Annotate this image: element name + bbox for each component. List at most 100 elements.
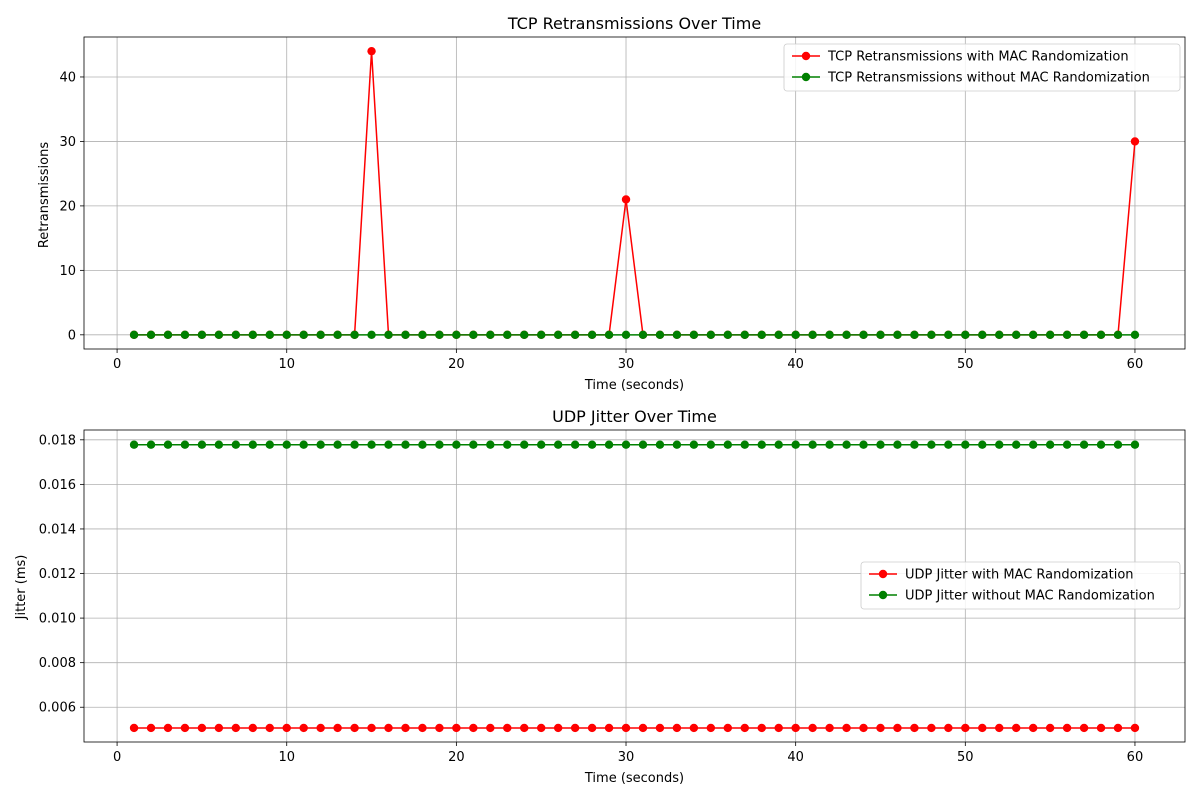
x-tick-label: 0 <box>113 750 121 765</box>
y-axis-label: Jitter (ms) <box>14 555 29 621</box>
legend-box <box>860 561 1181 610</box>
data-point <box>689 723 699 733</box>
legend-item: UDP Jitter without MAC Randomization <box>869 589 1155 604</box>
data-point <box>486 440 495 449</box>
data-point <box>435 723 444 733</box>
data-point <box>282 330 291 340</box>
data-point <box>1062 723 1072 733</box>
data-point <box>350 330 359 340</box>
data-point <box>1113 723 1123 733</box>
legend-marker <box>801 51 811 61</box>
data-point <box>214 723 224 733</box>
data-point <box>316 440 325 449</box>
data-point <box>723 330 733 340</box>
data-point <box>1130 440 1140 449</box>
data-point <box>944 723 953 733</box>
data-point <box>146 440 156 449</box>
data-point <box>1096 440 1106 449</box>
data-point <box>1028 723 1038 733</box>
data-point <box>248 723 257 733</box>
data-point <box>180 723 190 733</box>
data-point <box>740 440 749 449</box>
data-point <box>621 440 631 449</box>
x-tick-label: 30 <box>618 357 635 372</box>
data-point <box>757 723 766 733</box>
data-point <box>706 330 716 340</box>
data-point <box>791 440 800 449</box>
data-point <box>452 440 461 449</box>
data-point <box>1079 723 1089 733</box>
data-point <box>418 440 427 449</box>
data-point <box>893 723 902 733</box>
plot-frame <box>83 429 1186 743</box>
data-point <box>689 440 699 449</box>
data-point <box>520 723 529 733</box>
data-point <box>282 440 291 449</box>
y-tick-label: 40 <box>59 70 76 85</box>
chart-title: UDP Jitter Over Time <box>552 407 717 426</box>
data-point <box>1045 440 1055 449</box>
data-point <box>621 330 631 340</box>
x-tick-label: 60 <box>1127 750 1144 765</box>
data-point <box>655 723 665 733</box>
data-point <box>978 440 987 449</box>
data-point <box>520 440 529 449</box>
data-point <box>316 723 325 733</box>
data-point <box>401 330 410 340</box>
data-point <box>1113 330 1123 340</box>
data-point <box>536 723 546 733</box>
data-point <box>876 440 885 449</box>
data-point <box>1079 440 1089 449</box>
data-point <box>435 330 444 340</box>
y-tick-label: 0.016 <box>39 478 76 493</box>
data-point <box>452 330 461 340</box>
y-axis-label: Retransmissions <box>37 142 52 248</box>
data-point <box>587 723 597 733</box>
data-point <box>893 440 902 449</box>
data-point <box>418 723 427 733</box>
data-point <box>1096 330 1106 340</box>
data-point <box>197 440 207 449</box>
data-point <box>995 723 1004 733</box>
legend-label: TCP Retransmissions with MAC Randomizati… <box>827 50 1129 65</box>
data-point <box>214 440 224 449</box>
data-point <box>1028 330 1038 340</box>
data-point <box>604 723 614 733</box>
data-point <box>774 330 783 340</box>
data-point <box>1096 723 1106 733</box>
data-point <box>401 440 410 449</box>
data-point <box>1062 330 1072 340</box>
data-point <box>774 723 783 733</box>
data-point <box>1062 440 1072 449</box>
chart-tcp-retransmissions: TCP Retransmissions Over Time Time (seco… <box>37 14 1186 393</box>
data-point <box>350 723 359 733</box>
data-point <box>672 723 682 733</box>
y-tick-label: 0.012 <box>39 567 76 582</box>
y-tick-label: 30 <box>59 135 76 150</box>
x-tick-label: 40 <box>787 750 804 765</box>
data-point <box>706 440 716 449</box>
data-point <box>180 440 190 449</box>
data-point <box>927 330 936 340</box>
x-tick-label: 0 <box>113 357 121 372</box>
legend-item: TCP Retransmissions without MAC Randomiz… <box>792 71 1150 86</box>
data-point <box>469 440 478 449</box>
data-point <box>553 440 563 449</box>
series-without-mac-randomization <box>129 330 1140 340</box>
data-point <box>910 330 919 340</box>
data-point <box>1045 330 1055 340</box>
data-point <box>1012 440 1021 449</box>
data-point <box>995 440 1004 449</box>
data-point <box>570 330 580 340</box>
x-tick-label: 60 <box>1127 357 1144 372</box>
legend-marker <box>878 590 888 600</box>
data-point <box>469 723 478 733</box>
data-point <box>418 330 427 340</box>
data-point <box>570 723 580 733</box>
y-tick-label: 10 <box>59 264 76 279</box>
data-point <box>944 440 953 449</box>
data-point <box>401 723 410 733</box>
data-point <box>978 723 987 733</box>
data-point <box>604 440 614 449</box>
data-point <box>842 440 851 449</box>
